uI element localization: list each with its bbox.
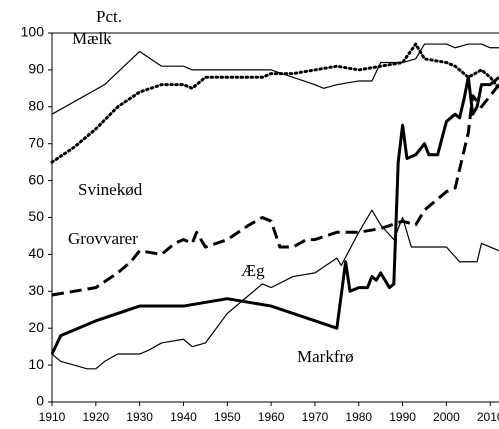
series-line [50, 42, 499, 164]
x-tick-label: 1950 [214, 410, 241, 424]
series-label: Æg [241, 261, 265, 280]
y-tick-label: 0 [36, 393, 44, 409]
y-tick-label: 80 [28, 98, 44, 114]
y-tick-label: 10 [28, 356, 44, 372]
series-label: Svinekød [78, 180, 143, 199]
y-tick-label: 50 [28, 208, 44, 224]
x-tick-label: 2010 [477, 410, 499, 424]
series-line [51, 209, 499, 370]
y-tick-label: 30 [28, 282, 44, 298]
x-tick-label: 1960 [258, 410, 285, 424]
y-tick-label: 70 [28, 134, 44, 150]
y-axis-label: Pct. [96, 7, 122, 26]
y-tick-label: 90 [28, 61, 44, 77]
x-tick-label: 1990 [389, 410, 416, 424]
y-tick-label: 40 [28, 245, 44, 261]
x-tick-label: 2000 [433, 410, 460, 424]
y-tick-label: 100 [21, 24, 45, 40]
series-line [51, 43, 499, 115]
x-tick-label: 1940 [170, 410, 197, 424]
x-tick-label: 1910 [39, 410, 66, 424]
y-tick-label: 60 [28, 171, 44, 187]
x-tick-label: 1980 [345, 410, 372, 424]
series-line [51, 83, 499, 297]
series-label: Grovvarer [68, 229, 138, 248]
x-tick-label: 1970 [302, 410, 329, 424]
x-tick-label: 1920 [82, 410, 109, 424]
series-label: Markfrø [297, 347, 354, 366]
x-tick-label: 1930 [126, 410, 153, 424]
series-line [50, 75, 499, 355]
y-tick-label: 20 [28, 319, 44, 335]
series-label: Mælk [72, 29, 112, 48]
